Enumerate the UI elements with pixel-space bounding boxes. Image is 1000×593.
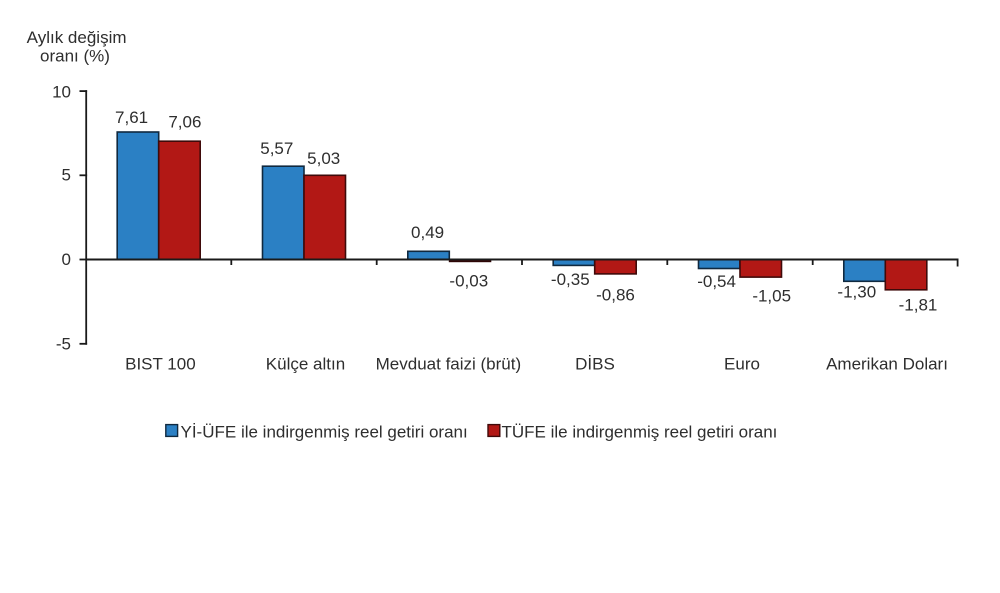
svg-text:oranı (%): oranı (%) (40, 47, 110, 66)
svg-text:-1,30: -1,30 (837, 282, 876, 301)
svg-text:7,61: 7,61 (115, 108, 148, 127)
svg-text:Mevduat faizi (brüt): Mevduat faizi (brüt) (376, 355, 522, 374)
svg-text:-0,86: -0,86 (596, 286, 635, 305)
svg-text:7,06: 7,06 (168, 113, 201, 132)
svg-text:0,49: 0,49 (411, 223, 444, 242)
svg-text:-5: -5 (56, 334, 71, 353)
svg-text:-0,03: -0,03 (449, 272, 488, 291)
svg-text:BIST 100: BIST 100 (125, 355, 196, 374)
svg-text:-0,35: -0,35 (551, 270, 590, 289)
svg-text:-1,81: -1,81 (899, 295, 938, 314)
svg-text:-0,54: -0,54 (697, 272, 736, 291)
svg-text:Aylık değişim: Aylık değişim (27, 28, 127, 47)
svg-text:5,57: 5,57 (260, 139, 293, 158)
svg-text:Yİ-ÜFE ile indirgenmiş reel ge: Yİ-ÜFE ile indirgenmiş reel getiri oranı (181, 423, 468, 442)
svg-text:Euro: Euro (724, 355, 760, 374)
svg-text:DİBS: DİBS (575, 355, 615, 374)
svg-text:5,03: 5,03 (307, 149, 340, 168)
svg-text:TÜFE ile indirgenmiş reel geti: TÜFE ile indirgenmiş reel getiri oranı (502, 423, 778, 442)
svg-text:0: 0 (62, 250, 71, 269)
svg-text:Amerikan Doları: Amerikan Doları (826, 355, 948, 374)
svg-text:5: 5 (62, 165, 71, 184)
svg-text:-1,05: -1,05 (752, 287, 791, 306)
svg-text:10: 10 (52, 82, 71, 101)
svg-text:Külçe altın: Külçe altın (266, 355, 345, 374)
